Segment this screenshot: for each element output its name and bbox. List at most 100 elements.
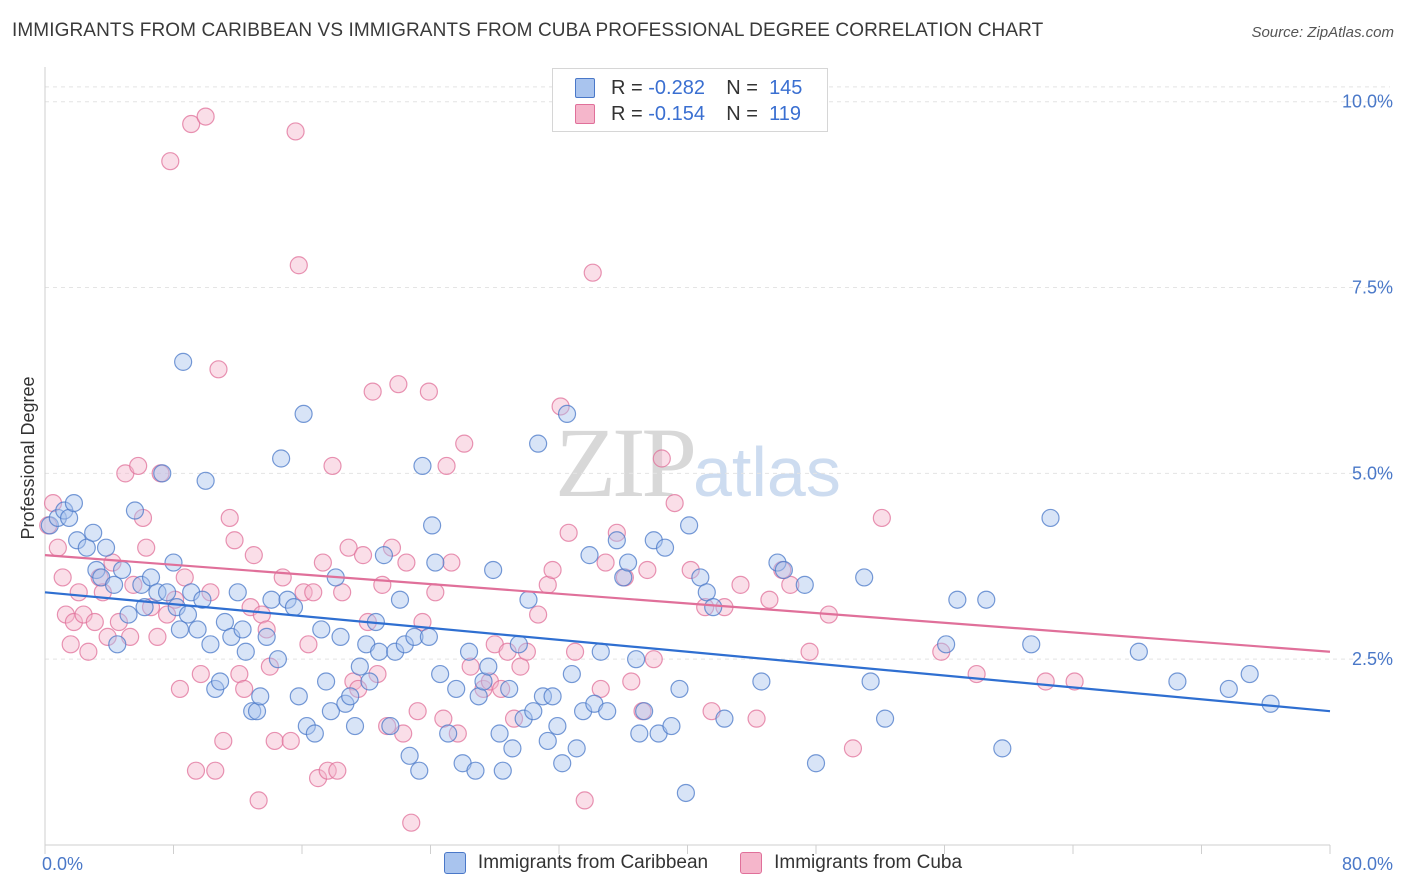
bottom-legend-label-cuba: Immigrants from Cuba bbox=[774, 852, 963, 873]
y-tick-label: 5.0% bbox=[1352, 463, 1393, 483]
legend-row-caribbean: R = -0.282 N = 145 bbox=[553, 75, 802, 101]
caribbean-point bbox=[533, 687, 553, 706]
caribbean-point bbox=[1041, 508, 1060, 528]
caribbean-point bbox=[855, 568, 874, 587]
caribbean-point bbox=[548, 716, 567, 736]
caribbean-point bbox=[704, 598, 723, 617]
cuba-point bbox=[328, 761, 347, 780]
caribbean-point bbox=[222, 627, 241, 646]
caribbean-point bbox=[341, 687, 360, 706]
caribbean-point bbox=[405, 627, 424, 646]
tick-labels: 2.5% 5.0% 7.5% 10.0% 0.0% 80.0% Professional D… bbox=[18, 92, 1393, 874]
cuba-point bbox=[61, 635, 80, 654]
cuba-point bbox=[843, 739, 863, 758]
cuba-point bbox=[79, 642, 98, 661]
cuba-point bbox=[281, 731, 300, 751]
caribbean-point bbox=[228, 583, 247, 602]
caribbean-point bbox=[662, 716, 681, 736]
caribbean-point bbox=[233, 620, 252, 639]
cuba-point bbox=[363, 382, 382, 401]
cuba-point bbox=[872, 508, 891, 528]
caribbean-point bbox=[630, 724, 649, 743]
caribbean-point bbox=[618, 553, 638, 572]
cuba-point bbox=[419, 382, 438, 401]
cuba-point bbox=[289, 256, 308, 275]
caribbean-point bbox=[201, 635, 220, 654]
cuba-point bbox=[323, 456, 342, 476]
cuba-point bbox=[397, 553, 416, 572]
caribbean-point bbox=[484, 560, 503, 580]
cuba-point bbox=[389, 375, 408, 394]
caribbean-point bbox=[278, 590, 297, 609]
cuba-point bbox=[622, 672, 641, 691]
caribbean-point bbox=[937, 635, 956, 654]
caribbean-point bbox=[386, 642, 405, 661]
cuba-point bbox=[402, 813, 421, 832]
caribbean-point bbox=[1022, 635, 1041, 654]
legend-swatch-caribbean bbox=[575, 78, 595, 98]
y-tick-label: 10.0% bbox=[1342, 92, 1393, 112]
cuba-point bbox=[498, 642, 517, 661]
legend-n-value: 145 bbox=[769, 76, 803, 99]
cuba-point bbox=[408, 702, 427, 721]
caribbean-point bbox=[795, 575, 814, 594]
cuba-point bbox=[98, 627, 117, 646]
caribbean-point bbox=[447, 679, 466, 699]
cuba-point bbox=[448, 724, 467, 743]
caribbean-point bbox=[503, 739, 522, 758]
y-tick-label: 2.5% bbox=[1352, 649, 1393, 669]
caribbean-point bbox=[490, 724, 509, 743]
caribbean-point bbox=[153, 464, 172, 483]
caribbean-point bbox=[370, 642, 389, 661]
caribbean-point bbox=[272, 449, 291, 468]
caribbean-point bbox=[562, 664, 581, 684]
bottom-legend-swatch-caribbean bbox=[443, 852, 466, 874]
cuba-point bbox=[1036, 672, 1055, 691]
cuba-point bbox=[74, 605, 93, 624]
cuba-point bbox=[596, 553, 615, 572]
cuba-point bbox=[182, 114, 201, 134]
cuba-point bbox=[318, 761, 337, 780]
caribbean-point bbox=[268, 650, 288, 669]
caribbean-point bbox=[676, 783, 695, 803]
cuba-point bbox=[559, 523, 578, 542]
source-label: Source: ZipAtlas.com bbox=[1251, 24, 1394, 41]
cuba-points bbox=[39, 107, 1084, 832]
caribbean-point bbox=[390, 590, 410, 609]
cuba-point bbox=[461, 657, 480, 676]
cuba-point bbox=[148, 627, 167, 646]
cuba-point bbox=[257, 620, 276, 639]
caribbean-points bbox=[40, 352, 1280, 803]
cuba-point bbox=[206, 761, 225, 780]
cuba-point bbox=[681, 560, 700, 580]
caribbean-point bbox=[768, 553, 787, 572]
caribbean-point bbox=[423, 516, 442, 535]
caribbean-point bbox=[193, 590, 212, 609]
caribbean-point bbox=[164, 553, 183, 572]
cuba-point bbox=[313, 553, 332, 572]
grid bbox=[45, 86, 1390, 660]
caribbean-point bbox=[360, 672, 379, 691]
cuba-point bbox=[137, 538, 156, 557]
caribbean-point bbox=[64, 493, 84, 513]
caribbean-point bbox=[553, 754, 572, 773]
legend-r-value: -0.154 bbox=[648, 102, 705, 125]
y-axis-label: Professional Degree bbox=[18, 376, 38, 539]
legend-n-label: N = bbox=[726, 102, 758, 125]
legend-r-label: R = bbox=[611, 76, 643, 99]
cuba-point bbox=[64, 612, 84, 632]
legend-r-value: -0.282 bbox=[648, 76, 705, 99]
caribbean-point bbox=[580, 546, 599, 565]
cuba-point bbox=[196, 107, 215, 126]
cuba-point bbox=[455, 434, 474, 453]
cuba-point bbox=[529, 605, 548, 624]
cuba-point bbox=[170, 679, 190, 699]
caribbean-point bbox=[479, 657, 498, 676]
cuba-point bbox=[638, 560, 657, 580]
caribbean-point bbox=[529, 434, 548, 453]
cuba-point bbox=[265, 731, 284, 751]
caribbean-point bbox=[543, 687, 562, 706]
cuba-point bbox=[543, 560, 562, 580]
cuba-point bbox=[747, 709, 766, 728]
cuba-point bbox=[304, 583, 323, 602]
